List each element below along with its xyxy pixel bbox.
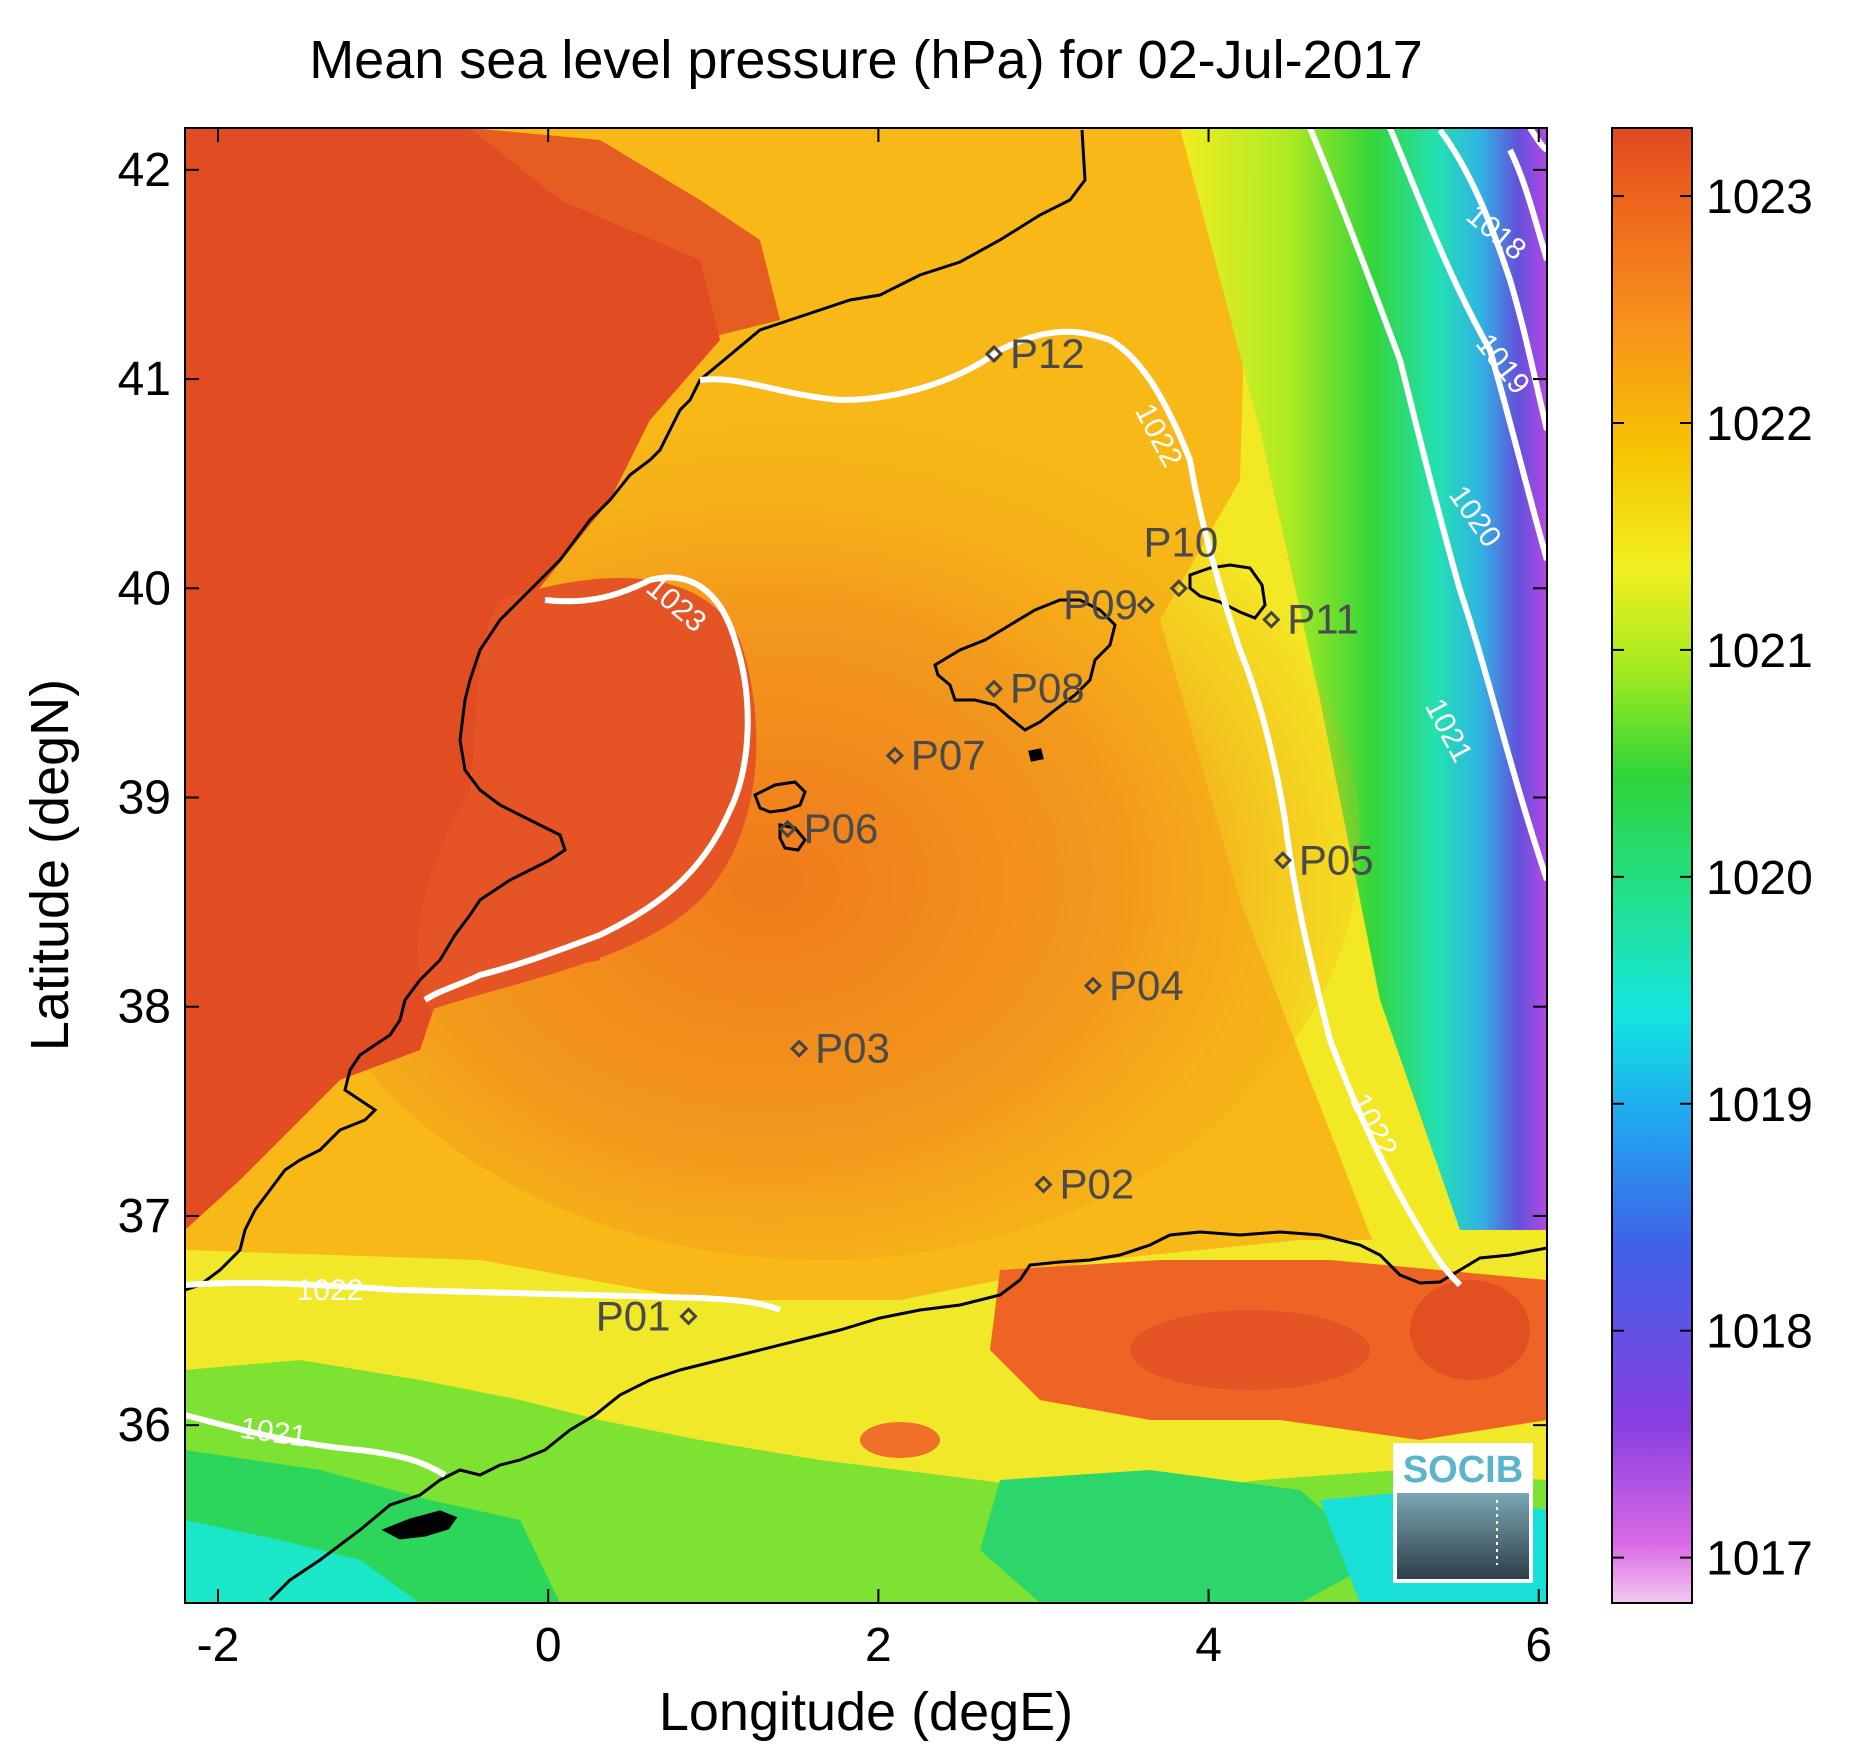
y-tick-label: 41	[118, 353, 171, 406]
contour-1021-west-line	[185, 1412, 447, 1478]
station-marker	[1262, 610, 1281, 629]
colorbar-tick-label: 1019	[1706, 1079, 1813, 1132]
station-marker	[1083, 976, 1103, 995]
contour-1018-line	[1507, 148, 1547, 261]
station-marker	[1273, 851, 1292, 870]
station-label: P11	[1287, 596, 1359, 643]
socib-logo-text: SOCIB	[1403, 1449, 1523, 1491]
y-tick-label: 36	[118, 1399, 171, 1452]
contour-1023-line	[423, 574, 751, 1003]
contour-1022-south-line	[185, 1279, 782, 1313]
colorbar-ticks: 1017 1018 1019 1020 1021 1022 1023	[1612, 171, 1813, 1586]
x-tick-label: -2	[197, 1619, 240, 1672]
station-label: P10	[1143, 518, 1218, 565]
station-label: P01	[596, 1292, 671, 1339]
contour-1020-line	[1387, 128, 1547, 561]
station-label: P03	[815, 1025, 890, 1072]
station-marker	[1034, 1175, 1053, 1194]
colorbar-tick-label: 1017	[1706, 1533, 1813, 1586]
station-label: P04	[1109, 962, 1184, 1009]
socib-logo: SOCIB	[1393, 1443, 1533, 1583]
station-marker	[679, 1307, 698, 1326]
station-label: P09	[1063, 581, 1138, 628]
station-label: P06	[804, 805, 879, 852]
colorbar	[1611, 127, 1693, 1604]
x-tick-label: 0	[535, 1619, 562, 1672]
y-tick-label: 39	[118, 772, 171, 825]
y-axis-label: Latitude (degN)	[20, 679, 80, 1051]
contour-lines	[185, 128, 1547, 1478]
x-tick-label: 4	[1195, 1619, 1222, 1672]
station-marker	[984, 679, 1004, 698]
station-marker	[885, 746, 905, 765]
station-label: P05	[1299, 836, 1374, 883]
x-tick-label: 6	[1525, 1619, 1552, 1672]
colorbar-tick-label: 1021	[1706, 625, 1813, 678]
y-tick-label: 40	[118, 562, 171, 615]
y-tick-label: 42	[118, 144, 171, 197]
y-tick-label: 37	[118, 1190, 171, 1243]
x-tick-label: 2	[865, 1619, 892, 1672]
station-marker	[778, 819, 797, 839]
contour-1022-north-line	[699, 328, 1463, 1288]
plot-frame	[184, 127, 1548, 1604]
colorbar-tick-label: 1022	[1706, 398, 1813, 451]
contour-1019-line	[1437, 128, 1547, 431]
coastline	[185, 129, 1547, 1602]
station-label: P02	[1059, 1161, 1134, 1208]
colorbar-tick-label: 1023	[1706, 171, 1813, 224]
chart-title: Mean sea level pressure (hPa) for 02-Jul…	[309, 30, 1423, 90]
y-axis: 36 37 38 39 40 41 42	[118, 144, 1547, 1452]
station-marker	[1169, 579, 1188, 598]
station-marker	[790, 1039, 809, 1058]
station-label: P08	[1010, 665, 1085, 712]
station-label: P07	[911, 732, 986, 779]
x-axis-label: Longitude (degE)	[659, 1682, 1073, 1742]
pressure-field	[185, 128, 1547, 1603]
station-marker	[1136, 595, 1155, 615]
contour-label-1022-south: 1022	[297, 1274, 364, 1307]
colorbar-tick-label: 1018	[1706, 1306, 1813, 1359]
station-label: P12	[1010, 330, 1085, 377]
contour-1021-east-line	[1307, 128, 1547, 881]
station-marker	[984, 344, 1004, 364]
y-tick-label: 38	[118, 981, 171, 1034]
colorbar-tick-label: 1020	[1706, 852, 1813, 905]
x-axis: -2 0 2 4 6	[197, 128, 1552, 1672]
